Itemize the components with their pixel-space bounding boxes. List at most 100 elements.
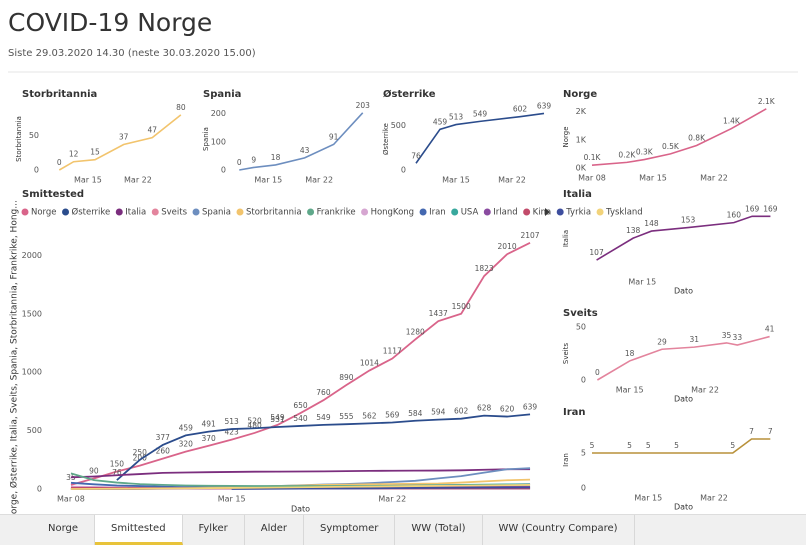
- x-tick-label: Mar 22: [498, 176, 526, 185]
- data-label: 0: [595, 368, 600, 377]
- data-label: 513: [224, 417, 239, 426]
- x-tick-label: Mar 22: [700, 174, 728, 183]
- legend-swatch: [236, 208, 244, 216]
- series-line: [592, 438, 771, 454]
- data-label: 29: [657, 337, 667, 346]
- data-label: 169: [763, 204, 778, 213]
- data-label: 650: [293, 401, 308, 410]
- data-label: 37: [119, 133, 129, 142]
- series-line: [596, 335, 770, 381]
- tab[interactable]: Fylker: [182, 515, 245, 545]
- legend-swatch: [115, 208, 123, 216]
- y-tick-label: 0: [581, 376, 586, 385]
- legend-label: USA: [461, 208, 479, 218]
- data-label: 459: [433, 117, 448, 126]
- chart-title: Iran: [563, 407, 586, 418]
- tab[interactable]: Norge: [32, 515, 96, 545]
- data-label: 480: [247, 421, 262, 430]
- tab[interactable]: Smittested: [95, 515, 183, 545]
- x-axis-label: Dato: [674, 503, 693, 512]
- data-label: 549: [316, 413, 331, 422]
- data-label: 1823: [475, 264, 494, 273]
- series-line: [596, 215, 771, 261]
- data-label: 5: [646, 441, 651, 450]
- data-label: 569: [385, 411, 400, 420]
- data-label: 1280: [406, 327, 425, 336]
- data-label: 203: [356, 101, 371, 110]
- legend-swatch: [596, 208, 604, 216]
- tab[interactable]: WW (Country Compare): [482, 515, 635, 545]
- y-axis-label: Iran: [562, 453, 570, 467]
- tab[interactable]: Symptomer: [304, 515, 396, 545]
- data-label: 7: [749, 427, 754, 436]
- legend-label: Østerrike: [72, 207, 111, 218]
- data-label: 35: [722, 331, 732, 340]
- data-label: 260: [156, 447, 171, 456]
- legend-label: Storbritannia: [246, 208, 302, 218]
- data-label: 91: [329, 132, 339, 141]
- legend-label: Italia: [125, 208, 146, 218]
- data-label: 250: [133, 448, 148, 457]
- legend-label: Irland: [493, 208, 517, 218]
- data-label: 549: [270, 413, 285, 422]
- series-line: [231, 486, 531, 490]
- data-label: 0.3K: [636, 148, 654, 157]
- x-tick-label: Mar 08: [578, 174, 606, 183]
- series-line: [415, 112, 545, 164]
- series-line: [58, 114, 182, 171]
- x-tick-label: Mar 15: [634, 494, 662, 503]
- chart-title: Østerrike: [383, 88, 436, 100]
- legend-more[interactable]: [545, 208, 550, 216]
- data-label: 0.8K: [688, 133, 706, 142]
- data-label: 320: [179, 440, 194, 449]
- tab[interactable]: Alder: [244, 515, 305, 545]
- data-label: 12: [69, 150, 79, 159]
- y-tick-label: 2000: [22, 251, 42, 260]
- data-label: 513: [449, 113, 464, 122]
- y-tick-label: 50: [576, 323, 586, 332]
- legend-label: Spania: [202, 208, 231, 218]
- data-label: 540: [293, 414, 308, 423]
- tab-nav[interactable]: [0, 515, 32, 545]
- data-label: 0.5K: [662, 142, 680, 151]
- series-line: [116, 413, 531, 481]
- data-label: 153: [681, 216, 696, 225]
- y-tick-label: 0: [401, 166, 406, 175]
- data-label: 890: [339, 373, 354, 382]
- chart-title: Storbritannia: [22, 89, 97, 100]
- y-tick-label: 0: [37, 485, 42, 494]
- data-label: 200: [133, 454, 148, 463]
- x-tick-label: Mar 15: [442, 176, 470, 185]
- data-label: 1014: [360, 359, 379, 368]
- x-tick-label: Mar 15: [616, 386, 644, 395]
- legend-label: Sveits: [161, 208, 187, 218]
- data-label: 160: [727, 211, 742, 220]
- data-label: 0.1K: [584, 153, 602, 162]
- legend-swatch: [451, 208, 459, 216]
- data-label: 423: [224, 428, 239, 437]
- data-label: 1437: [429, 309, 448, 318]
- data-label: 47: [147, 126, 157, 135]
- data-label: 1117: [383, 347, 402, 356]
- data-label: 584: [408, 409, 423, 418]
- data-label: 5: [674, 441, 679, 450]
- data-label: 555: [339, 412, 354, 421]
- data-label: 2.1K: [758, 97, 776, 106]
- data-label: 41: [765, 325, 775, 334]
- data-label: 594: [431, 408, 446, 417]
- y-tick-label: 0: [34, 166, 39, 175]
- data-label: 138: [626, 226, 641, 235]
- tab[interactable]: WW (Total): [395, 515, 483, 545]
- chart-title: Sveits: [563, 308, 598, 319]
- data-label: 459: [179, 423, 194, 432]
- chart-title: Smittested: [22, 189, 84, 200]
- data-label: 628: [477, 404, 492, 413]
- y-tick-label: 1500: [22, 309, 42, 318]
- data-label: 370: [202, 434, 217, 443]
- data-label: 43: [300, 146, 310, 155]
- tab-bar: Norge Smittested Fylker Alder Symptomer WW (T…: [0, 514, 806, 545]
- x-tick-label: Mar 22: [700, 494, 728, 503]
- y-tick-label: 50: [29, 131, 39, 140]
- data-label: 1500: [452, 302, 471, 311]
- data-label: 639: [523, 402, 538, 411]
